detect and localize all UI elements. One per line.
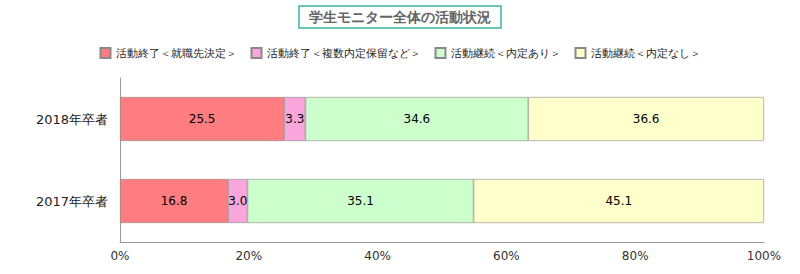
svg-text:34.6: 34.6 xyxy=(404,112,431,126)
svg-text:35.1: 35.1 xyxy=(347,194,374,208)
svg-text:40%: 40% xyxy=(364,249,391,263)
svg-text:学生モニター全体の活動状況: 学生モニター全体の活動状況 xyxy=(309,9,491,25)
svg-text:活動継続＜内定あり＞: 活動継続＜内定あり＞ xyxy=(451,47,561,60)
svg-text:80%: 80% xyxy=(622,249,649,263)
svg-text:45.1: 45.1 xyxy=(605,194,632,208)
svg-text:60%: 60% xyxy=(493,249,520,263)
svg-text:3.3: 3.3 xyxy=(285,112,304,126)
svg-text:活動終了＜就職先決定＞: 活動終了＜就職先決定＞ xyxy=(116,47,237,60)
svg-text:2018年卒者: 2018年卒者 xyxy=(36,112,108,127)
svg-text:活動継続＜内定なし＞: 活動継続＜内定なし＞ xyxy=(591,47,701,60)
svg-text:20%: 20% xyxy=(235,249,262,263)
svg-text:0%: 0% xyxy=(110,249,129,263)
svg-text:16.8: 16.8 xyxy=(161,194,188,208)
svg-text:2017年卒者: 2017年卒者 xyxy=(36,194,108,209)
svg-text:25.5: 25.5 xyxy=(189,112,216,126)
svg-text:36.6: 36.6 xyxy=(633,112,660,126)
svg-text:3.0: 3.0 xyxy=(228,194,247,208)
svg-text:100%: 100% xyxy=(747,249,781,263)
svg-text:活動終了＜複数内定保留など＞: 活動終了＜複数内定保留など＞ xyxy=(267,47,421,60)
